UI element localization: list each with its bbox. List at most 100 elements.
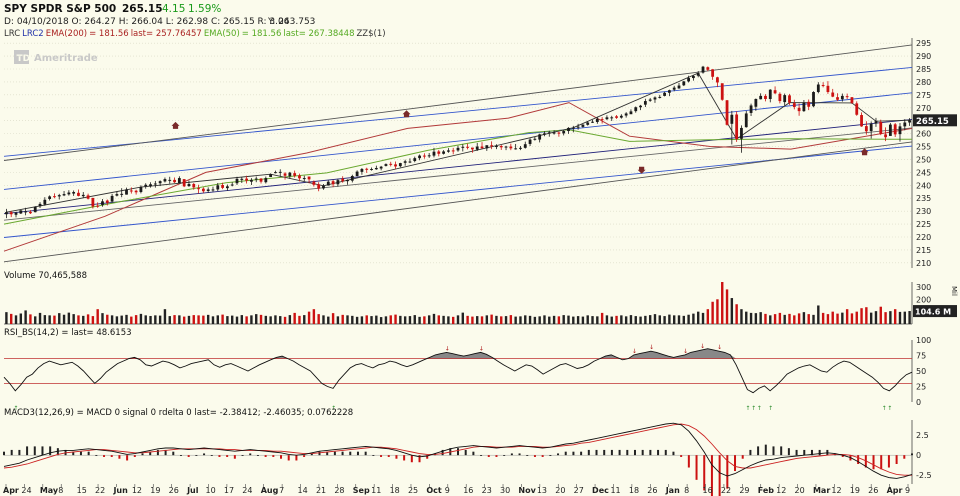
volume-last-tag (913, 305, 957, 318)
volume-bar (19, 313, 23, 324)
volume-bar (528, 315, 532, 324)
last-price-tag-label: 265.15 (916, 117, 949, 127)
volume-bar (67, 312, 71, 324)
volume-bar (557, 316, 561, 324)
candle-body (177, 178, 181, 183)
candle-body (86, 195, 90, 199)
macd-histogram-bar (149, 451, 152, 456)
volume-bar (850, 313, 854, 324)
volume-bar (658, 315, 661, 324)
volume-bar (389, 315, 392, 324)
study-legend-item: EMA(200) (46, 29, 87, 39)
volume-axis-unit: Mil (950, 286, 958, 296)
trend-line (3, 92, 913, 190)
volume-bar (307, 311, 311, 324)
price-tick-label: 295 (916, 39, 931, 48)
candle-body (173, 179, 176, 183)
volume-bar (403, 316, 407, 324)
candle-body (451, 150, 455, 152)
volume-bar (788, 313, 791, 324)
macd-histogram-bar (210, 455, 213, 456)
macd-histogram-bar (841, 455, 844, 457)
macd-histogram-bar (795, 449, 798, 456)
macd-histogram-bar (633, 449, 636, 456)
candle-body (797, 107, 801, 112)
volume-bar (399, 315, 402, 324)
x-tick-label: 21 (316, 486, 326, 495)
volume-bar (303, 315, 306, 324)
volume-bar (903, 311, 906, 324)
volume-bar (173, 315, 176, 324)
candle-body (413, 158, 417, 162)
macd-histogram-bar (480, 455, 483, 456)
macd-histogram-bar (903, 455, 906, 459)
candle-body (807, 101, 811, 107)
candle-body (831, 92, 835, 97)
candle-body (38, 203, 42, 207)
volume-bar (701, 312, 705, 324)
macd-histogram-bar (56, 448, 59, 456)
x-tick-label: 9 (445, 486, 450, 495)
volume-bar (418, 316, 421, 324)
candle-body (812, 92, 815, 107)
candle-body (600, 119, 604, 121)
candle-body (475, 146, 479, 150)
macd-histogram-bar (387, 455, 390, 457)
x-tick-label: 24 (21, 486, 31, 495)
candle-body (278, 171, 282, 173)
volume-bar (158, 315, 162, 324)
volume-bar (216, 315, 219, 324)
price-tick-label: 235 (916, 194, 931, 203)
volume-bar (769, 315, 772, 324)
candle-body (672, 87, 676, 90)
candle-body (629, 111, 633, 115)
candle-body (322, 185, 325, 189)
volume-bar (653, 314, 657, 324)
volume-bar (29, 314, 32, 324)
volume-bar (668, 314, 671, 324)
x-tick-label: 22 (95, 486, 105, 495)
macd-histogram-bar (10, 449, 13, 456)
price-tick-label: 240 (916, 181, 931, 190)
candle-body (384, 164, 388, 166)
candle-body (33, 207, 37, 213)
volume-bar (845, 309, 849, 324)
macd-histogram-bar (664, 449, 667, 456)
volume-bar (533, 316, 537, 324)
macd-histogram-bar (233, 455, 236, 459)
macd-histogram-bar (3, 451, 5, 456)
macd-histogram-bar (341, 451, 344, 456)
macd-histogram-bar (256, 455, 259, 456)
candle-body (269, 174, 273, 178)
volume-bar (130, 316, 133, 324)
macd-histogram-bar (103, 455, 106, 457)
price-tick-label: 225 (916, 220, 931, 229)
candle-body (374, 167, 378, 170)
candle-body (547, 132, 551, 134)
volume-bar (327, 316, 330, 324)
candle-body (495, 146, 498, 148)
macd-histogram-bar (41, 446, 44, 456)
volume-bar (817, 305, 820, 324)
candle-body (543, 133, 546, 135)
volume-bar (759, 312, 762, 324)
x-tick-label: 10 (205, 486, 215, 495)
candle-body (43, 199, 47, 205)
candle-body (115, 194, 119, 196)
study-legend-item: last= 257.76457 (131, 29, 202, 39)
macd-histogram-bar (457, 448, 459, 456)
volume-bar (154, 315, 157, 324)
volume-bar (740, 309, 743, 324)
macd-histogram-bar (49, 446, 52, 456)
signal-arrow-down (637, 166, 646, 174)
x-tick-label: May (40, 486, 59, 495)
candle-body (67, 192, 71, 195)
candle-body (245, 178, 249, 181)
volume-bar (187, 315, 191, 324)
trend-line (3, 127, 913, 221)
volume-bar (139, 313, 143, 324)
macd-histogram-bar (764, 444, 767, 456)
macd-histogram-bar (510, 453, 513, 456)
volume-bar (211, 316, 215, 324)
macd-histogram-bar (441, 449, 444, 456)
